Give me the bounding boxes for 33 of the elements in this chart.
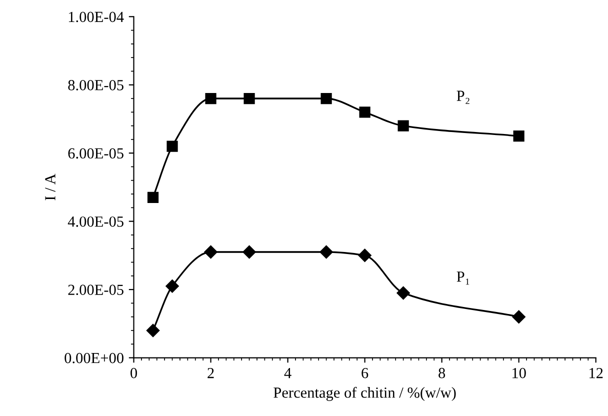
point [204, 245, 218, 259]
y-tick-label: 6.00E-05 [68, 148, 124, 159]
x-tick-label: 4 [284, 368, 292, 378]
point [359, 106, 370, 118]
x-tick-label: 0 [130, 368, 137, 378]
point [513, 130, 524, 142]
point [205, 92, 216, 104]
y-tick-label: 1.00E-04 [68, 12, 124, 22]
series-label: P₂ [456, 90, 470, 104]
point [147, 192, 159, 203]
x-axis-title: Percentage of chitin / %(w/w) [274, 386, 456, 401]
point [146, 324, 160, 338]
point [512, 310, 526, 324]
point [396, 286, 410, 300]
y-tick-label: 8.00E-05 [68, 80, 124, 90]
x-tick-label: 8 [438, 368, 446, 378]
point [166, 140, 178, 152]
point [398, 120, 409, 132]
y-tick-label: 2.00E-05 [68, 284, 124, 296]
point [244, 92, 255, 104]
point [358, 248, 372, 262]
point [242, 245, 256, 259]
point [166, 280, 179, 293]
y-tick-label: 0.00E+00 [64, 352, 124, 364]
x-tick-label: 2 [208, 368, 214, 378]
x-tick-label: 10 [512, 368, 526, 378]
point [320, 245, 333, 259]
x-tick-label: 6 [362, 368, 368, 378]
y-axis-title: I / A [45, 174, 56, 200]
point [320, 92, 332, 104]
y-tick-label: 4.00E-05 [68, 216, 124, 227]
series-label: P₁ [456, 272, 470, 285]
x-tick-label: 12 [590, 368, 603, 378]
